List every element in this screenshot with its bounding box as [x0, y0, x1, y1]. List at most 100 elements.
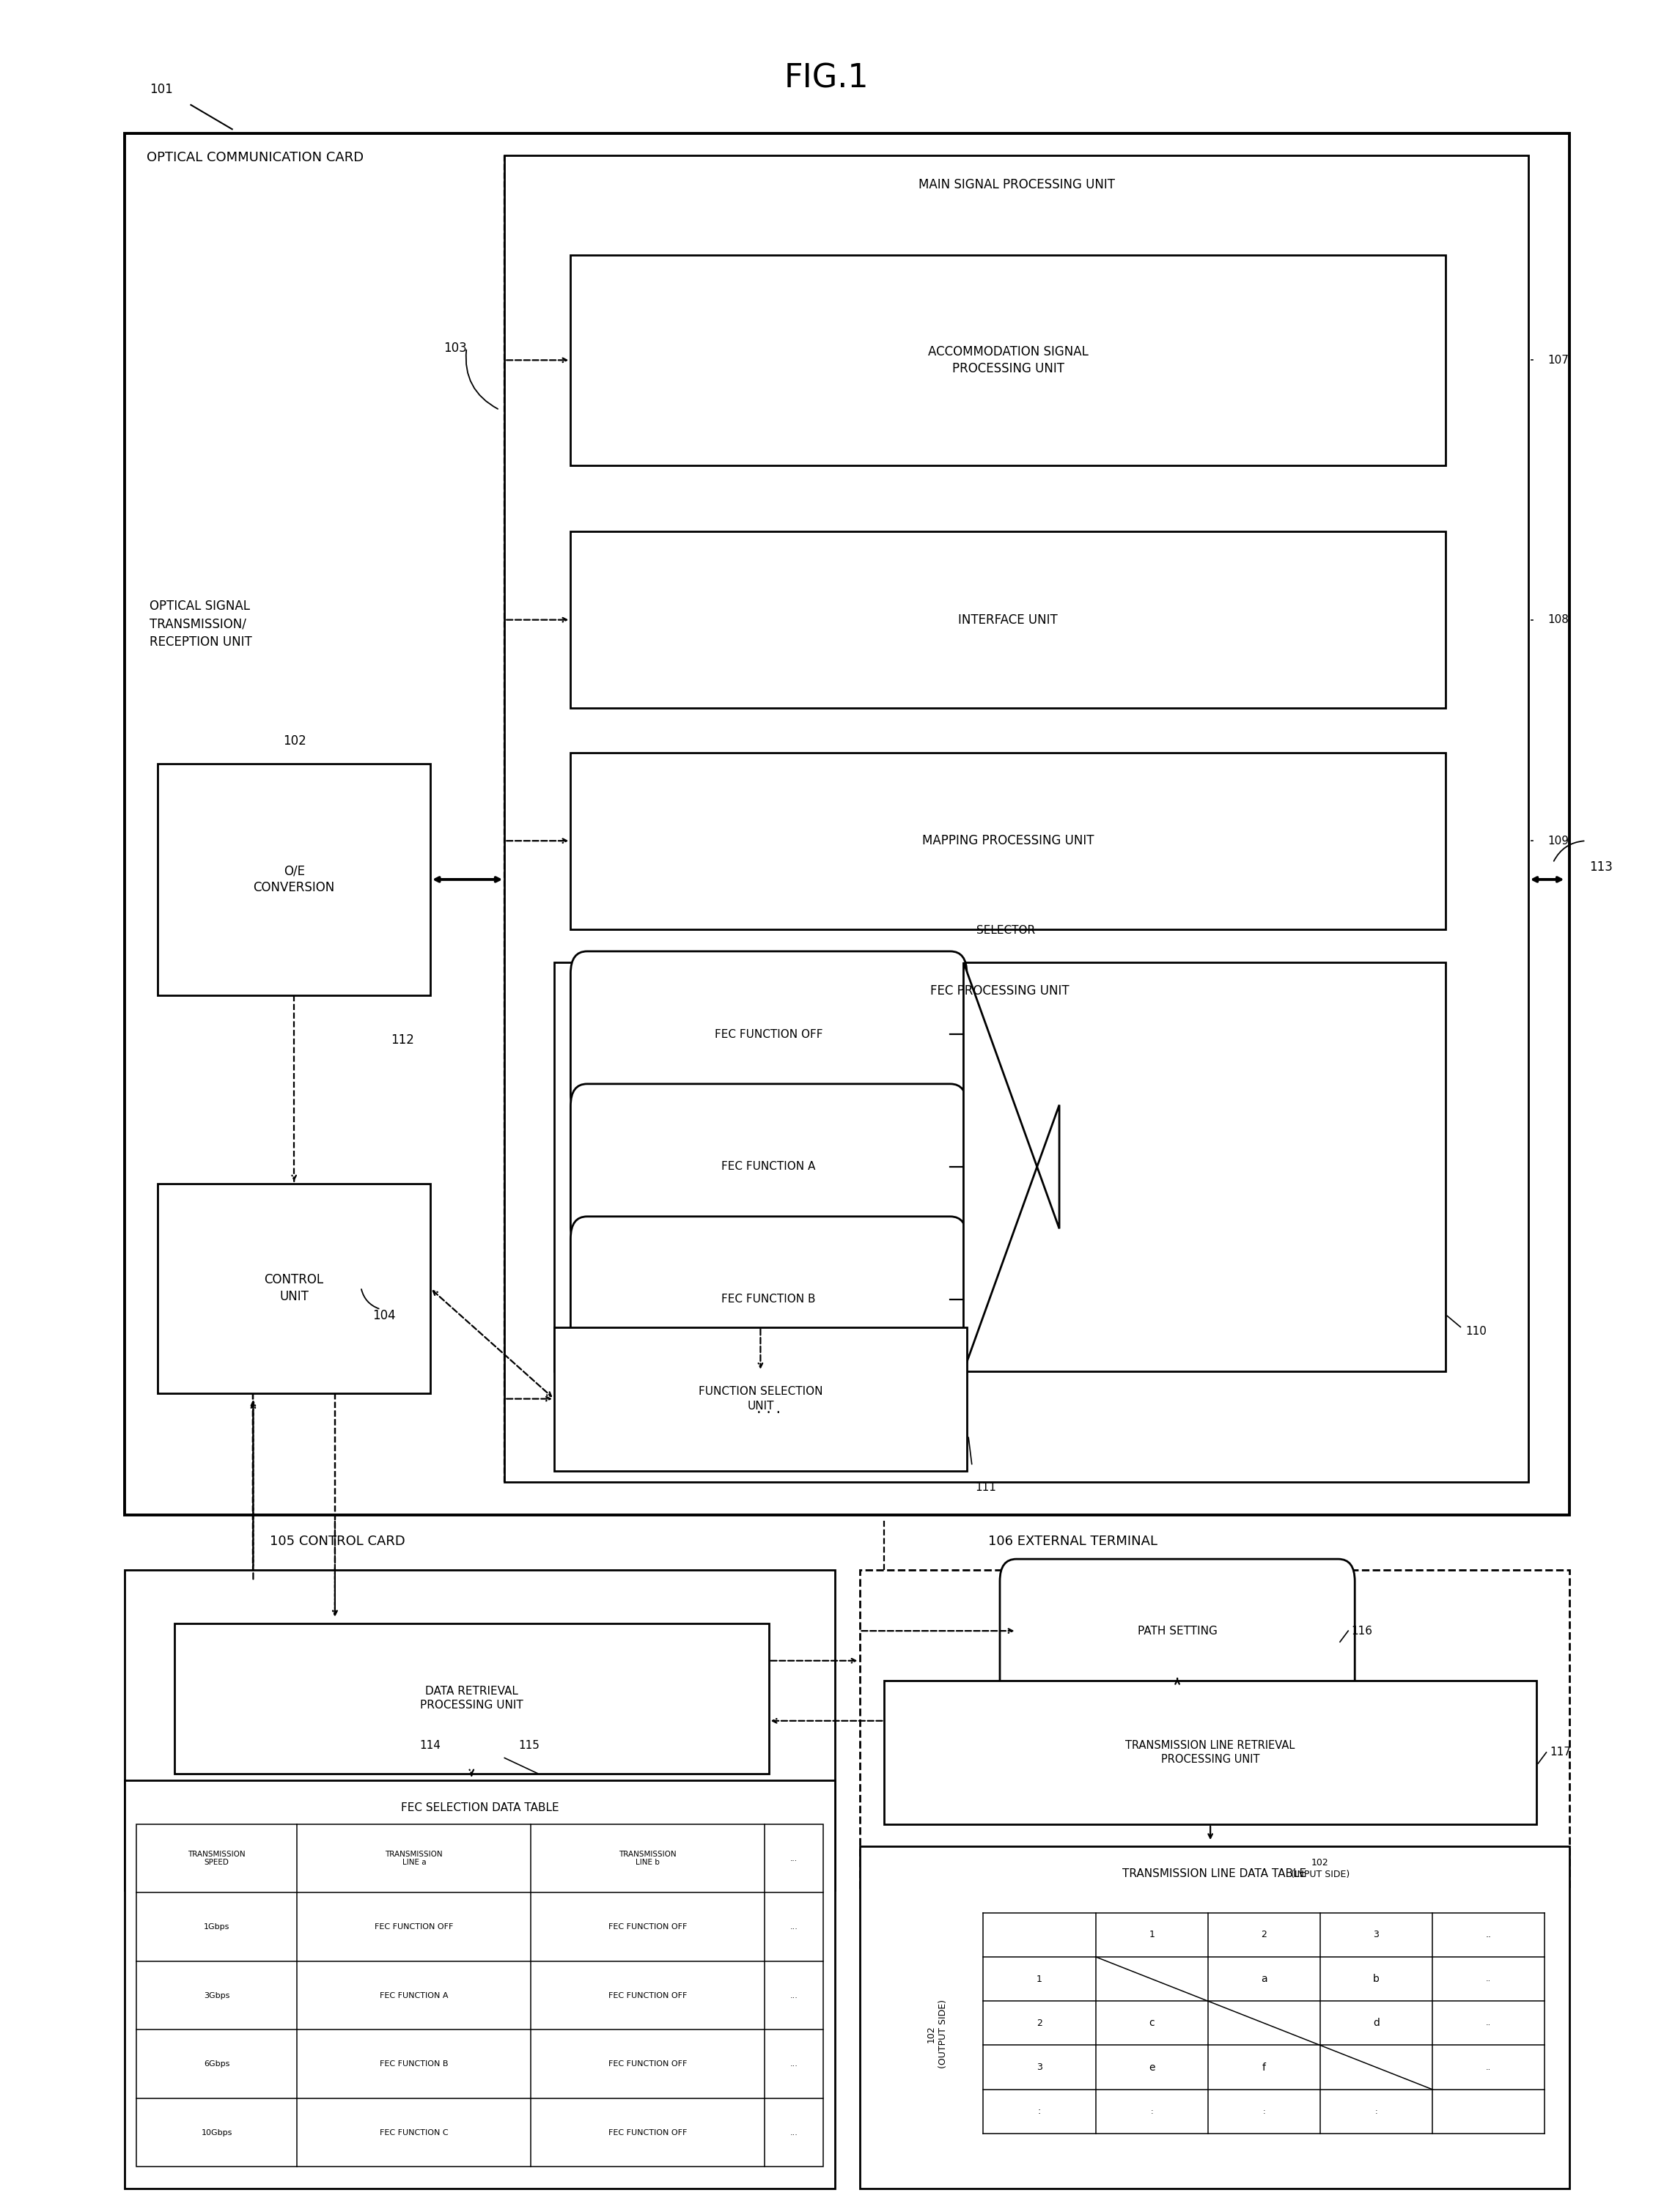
FancyBboxPatch shape	[570, 1217, 967, 1382]
Text: e: e	[1149, 2062, 1155, 2073]
Text: FEC FUNCTION OFF: FEC FUNCTION OFF	[714, 1029, 823, 1040]
Text: c: c	[1149, 2017, 1154, 2028]
Text: PATH SETTING: PATH SETTING	[1137, 1626, 1217, 1637]
Text: 111: 111	[975, 1482, 997, 1493]
Text: 102
(INPUT SIDE): 102 (INPUT SIDE)	[1291, 1858, 1349, 1880]
FancyBboxPatch shape	[1000, 1559, 1355, 1703]
Text: FEC FUNCTION C: FEC FUNCTION C	[380, 2128, 448, 2137]
Text: 113: 113	[1589, 860, 1613, 874]
Bar	[126, 133, 1569, 1515]
Bar	[504, 155, 1527, 1482]
Text: INTERFACE UNIT: INTERFACE UNIT	[959, 613, 1058, 626]
Text: ..: ..	[1486, 1975, 1491, 1982]
Text: ..: ..	[1486, 1931, 1491, 1940]
Text: ACCOMMODATION SIGNAL
PROCESSING UNIT: ACCOMMODATION SIGNAL PROCESSING UNIT	[927, 345, 1088, 376]
Text: SELECTOR: SELECTOR	[977, 925, 1035, 936]
Text: 108: 108	[1547, 615, 1569, 626]
Text: MAPPING PROCESSING UNIT: MAPPING PROCESSING UNIT	[922, 834, 1094, 847]
Text: ...: ...	[790, 1924, 798, 1931]
Bar	[570, 531, 1446, 708]
Text: FEC FUNCTION A: FEC FUNCTION A	[722, 1161, 817, 1172]
Text: 105 CONTROL CARD: 105 CONTROL CARD	[269, 1535, 405, 1548]
Text: b: b	[1374, 1973, 1380, 1984]
Text: 2: 2	[1036, 2017, 1043, 2028]
Text: ...: ...	[790, 1991, 798, 2000]
Text: ...: ...	[790, 2059, 798, 2068]
Text: 102: 102	[283, 734, 306, 748]
Text: FEC FUNCTION OFF: FEC FUNCTION OFF	[375, 1924, 453, 1931]
FancyBboxPatch shape	[570, 951, 967, 1117]
Text: 10Gbps: 10Gbps	[202, 2128, 233, 2137]
Text: 6Gbps: 6Gbps	[203, 2059, 230, 2068]
Text: TRANSMISSION
SPEED: TRANSMISSION SPEED	[188, 1851, 246, 1867]
Text: DATA RETRIEVAL
PROCESSING UNIT: DATA RETRIEVAL PROCESSING UNIT	[420, 1686, 522, 1710]
Text: OPTICAL SIGNAL
TRANSMISSION/
RECEPTION UNIT: OPTICAL SIGNAL TRANSMISSION/ RECEPTION U…	[150, 599, 251, 648]
Bar	[884, 1681, 1536, 1825]
Bar	[137, 1825, 823, 2168]
Text: O/E
CONVERSION: O/E CONVERSION	[253, 865, 336, 894]
Text: :: :	[1150, 2108, 1154, 2115]
Text: 112: 112	[390, 1033, 413, 1046]
FancyBboxPatch shape	[570, 1084, 967, 1250]
Bar	[860, 1571, 1569, 1891]
Polygon shape	[964, 962, 1060, 1371]
Text: f: f	[1263, 2062, 1266, 2073]
Bar	[860, 1847, 1569, 2190]
Text: FEC FUNCTION B: FEC FUNCTION B	[722, 1294, 817, 1305]
Text: 1: 1	[1149, 1931, 1155, 1940]
Bar	[157, 1183, 430, 1394]
Text: FEC FUNCTION B: FEC FUNCTION B	[380, 2059, 448, 2068]
Text: 3Gbps: 3Gbps	[203, 1991, 230, 2000]
Text: FEC FUNCTION A: FEC FUNCTION A	[380, 1991, 448, 2000]
Text: FEC SELECTION DATA TABLE: FEC SELECTION DATA TABLE	[400, 1803, 559, 1814]
Text: 107: 107	[1547, 354, 1569, 365]
Text: 1: 1	[1036, 1973, 1043, 1984]
Text: :: :	[1375, 2108, 1377, 2115]
Text: ..: ..	[1486, 2020, 1491, 2026]
Text: 3: 3	[1374, 1931, 1379, 1940]
Text: FEC FUNCTION OFF: FEC FUNCTION OFF	[608, 1924, 688, 1931]
Text: TRANSMISSION
LINE b: TRANSMISSION LINE b	[618, 1851, 676, 1867]
Text: 3: 3	[1036, 2062, 1043, 2073]
Text: 101: 101	[150, 82, 174, 95]
Text: 2: 2	[1261, 1931, 1266, 1940]
Text: 106 EXTERNAL TERMINAL: 106 EXTERNAL TERMINAL	[988, 1535, 1157, 1548]
Text: FEC FUNCTION OFF: FEC FUNCTION OFF	[608, 2128, 688, 2137]
Text: 116: 116	[1352, 1626, 1372, 1637]
Text: CONTROL
UNIT: CONTROL UNIT	[264, 1274, 324, 1303]
Text: TRANSMISSION LINE DATA TABLE: TRANSMISSION LINE DATA TABLE	[1122, 1869, 1306, 1880]
Text: a: a	[1261, 1973, 1268, 1984]
Bar	[174, 1624, 769, 1774]
Bar	[570, 254, 1446, 465]
Text: FIG.1: FIG.1	[784, 62, 869, 95]
Bar	[157, 763, 430, 995]
Text: . . .: . . .	[757, 1402, 780, 1416]
Text: 1Gbps: 1Gbps	[203, 1924, 230, 1931]
Bar	[126, 1571, 835, 1891]
Text: 115: 115	[519, 1741, 541, 1752]
Text: :: :	[1263, 2108, 1265, 2115]
Text: MAIN SIGNAL PROCESSING UNIT: MAIN SIGNAL PROCESSING UNIT	[917, 177, 1114, 190]
Text: ...: ...	[790, 1856, 798, 1863]
Text: ..: ..	[1486, 2064, 1491, 2070]
Text: FUNCTION SELECTION
UNIT: FUNCTION SELECTION UNIT	[698, 1387, 823, 1411]
Bar	[126, 1781, 835, 2190]
Bar	[554, 962, 1446, 1371]
Text: ...: ...	[790, 2128, 798, 2137]
Text: 104: 104	[372, 1310, 395, 1323]
Text: FEC PROCESSING UNIT: FEC PROCESSING UNIT	[931, 984, 1069, 998]
Bar	[554, 1327, 967, 1471]
Text: TRANSMISSION
LINE a: TRANSMISSION LINE a	[385, 1851, 443, 1867]
Text: 102
(OUTPUT SIDE): 102 (OUTPUT SIDE)	[926, 2000, 947, 2068]
Text: 114: 114	[420, 1741, 441, 1752]
Text: FEC FUNCTION OFF: FEC FUNCTION OFF	[608, 2059, 688, 2068]
Text: 103: 103	[443, 341, 466, 354]
Bar	[570, 752, 1446, 929]
Text: FEC FUNCTION OFF: FEC FUNCTION OFF	[608, 1991, 688, 2000]
Text: TRANSMISSION LINE RETRIEVAL
PROCESSING UNIT: TRANSMISSION LINE RETRIEVAL PROCESSING U…	[1126, 1741, 1296, 1765]
Text: OPTICAL COMMUNICATION CARD: OPTICAL COMMUNICATION CARD	[147, 150, 364, 164]
Text: :: :	[1038, 2106, 1041, 2117]
Text: d: d	[1374, 2017, 1380, 2028]
Text: 117: 117	[1549, 1747, 1570, 1759]
Text: 110: 110	[1466, 1325, 1486, 1336]
